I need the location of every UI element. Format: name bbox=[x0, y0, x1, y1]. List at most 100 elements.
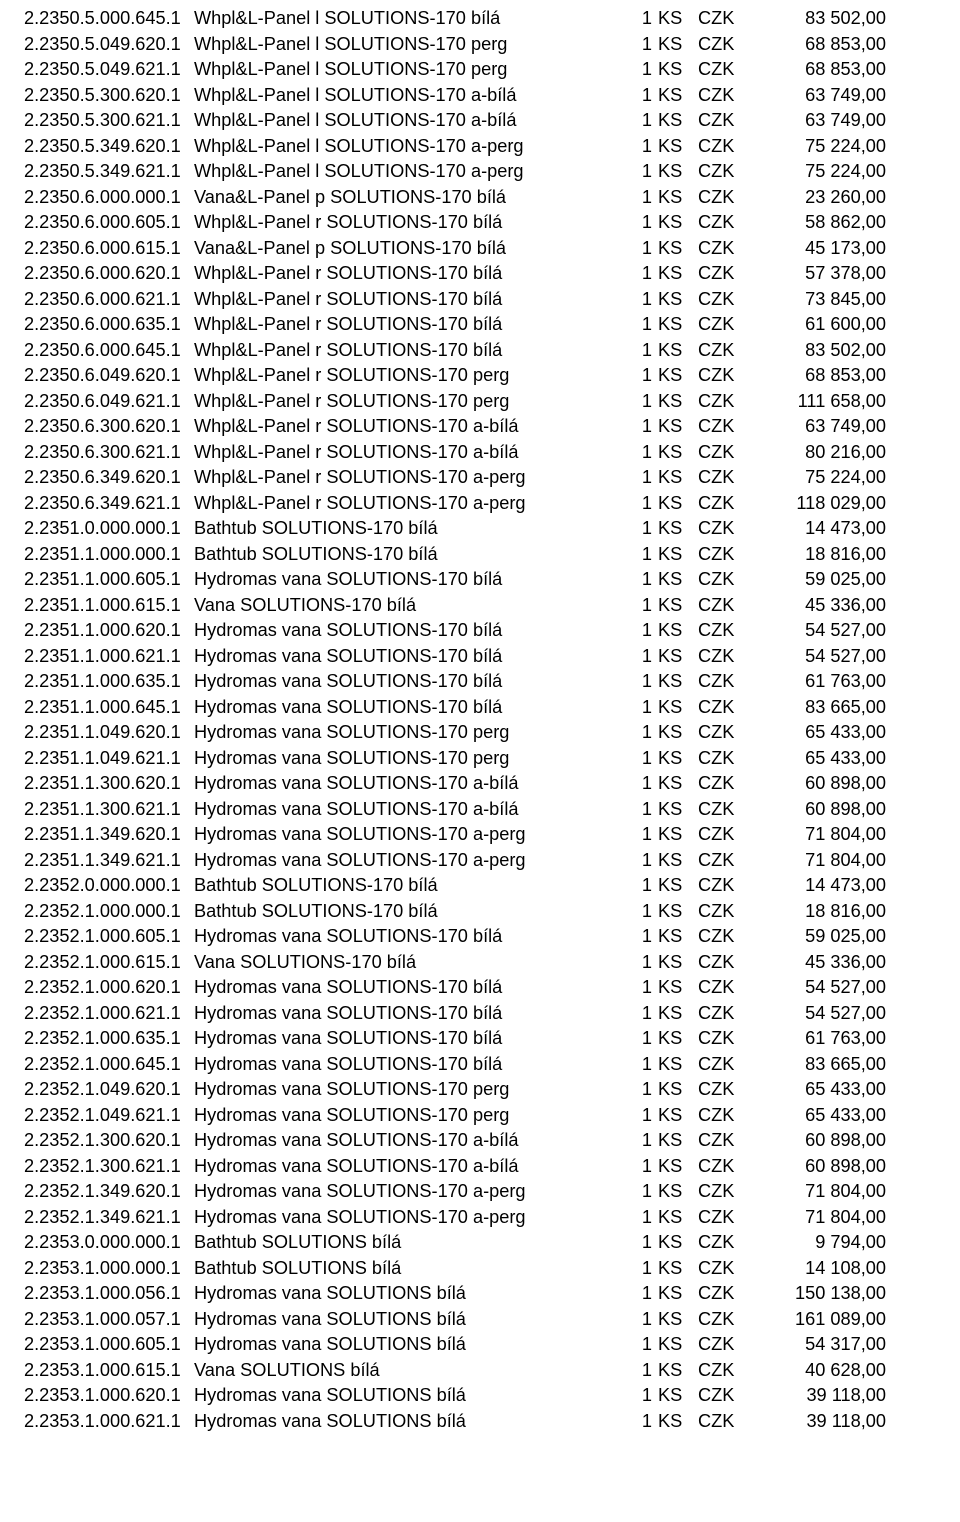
item-currency: CZK bbox=[698, 720, 748, 746]
item-description: Hydromas vana SOLUTIONS-170 a-bílá bbox=[194, 1154, 594, 1180]
item-code: 2.2353.1.000.605.1 bbox=[24, 1332, 194, 1358]
item-unit: KS bbox=[652, 1103, 698, 1129]
item-price: 14 473,00 bbox=[748, 516, 886, 542]
item-description: Whpl&L-Panel r SOLUTIONS-170 bílá bbox=[194, 210, 594, 236]
item-currency: CZK bbox=[698, 287, 748, 313]
item-code: 2.2350.6.000.621.1 bbox=[24, 287, 194, 313]
item-currency: CZK bbox=[698, 1307, 748, 1333]
item-quantity: 1 bbox=[594, 134, 652, 160]
item-price: 75 224,00 bbox=[748, 134, 886, 160]
item-currency: CZK bbox=[698, 1154, 748, 1180]
item-code: 2.2350.5.049.621.1 bbox=[24, 57, 194, 83]
item-quantity: 1 bbox=[594, 210, 652, 236]
item-price: 59 025,00 bbox=[748, 924, 886, 950]
item-unit: KS bbox=[652, 338, 698, 364]
item-price: 45 336,00 bbox=[748, 950, 886, 976]
item-price: 59 025,00 bbox=[748, 567, 886, 593]
item-description: Whpl&L-Panel r SOLUTIONS-170 perg bbox=[194, 363, 594, 389]
item-description: Hydromas vana SOLUTIONS bílá bbox=[194, 1409, 594, 1435]
item-price: 18 816,00 bbox=[748, 542, 886, 568]
item-code: 2.2350.6.349.620.1 bbox=[24, 465, 194, 491]
item-code: 2.2352.0.000.000.1 bbox=[24, 873, 194, 899]
item-price: 60 898,00 bbox=[748, 1128, 886, 1154]
item-unit: KS bbox=[652, 644, 698, 670]
table-row: 2.2351.1.000.620.1Hydromas vana SOLUTION… bbox=[24, 618, 936, 644]
item-unit: KS bbox=[652, 924, 698, 950]
item-unit: KS bbox=[652, 822, 698, 848]
item-quantity: 1 bbox=[594, 414, 652, 440]
item-description: Hydromas vana SOLUTIONS-170 a-perg bbox=[194, 848, 594, 874]
item-currency: CZK bbox=[698, 1358, 748, 1384]
item-currency: CZK bbox=[698, 1103, 748, 1129]
item-currency: CZK bbox=[698, 414, 748, 440]
item-unit: KS bbox=[652, 1256, 698, 1282]
item-description: Hydromas vana SOLUTIONS-170 a-perg bbox=[194, 1179, 594, 1205]
item-unit: KS bbox=[652, 1332, 698, 1358]
table-row: 2.2350.6.000.645.1Whpl&L-Panel r SOLUTIO… bbox=[24, 338, 936, 364]
item-description: Hydromas vana SOLUTIONS-170 perg bbox=[194, 1103, 594, 1129]
item-unit: KS bbox=[652, 159, 698, 185]
item-currency: CZK bbox=[698, 338, 748, 364]
table-row: 2.2350.6.000.635.1Whpl&L-Panel r SOLUTIO… bbox=[24, 312, 936, 338]
item-currency: CZK bbox=[698, 669, 748, 695]
item-code: 2.2353.1.000.057.1 bbox=[24, 1307, 194, 1333]
item-quantity: 1 bbox=[594, 108, 652, 134]
item-quantity: 1 bbox=[594, 1077, 652, 1103]
item-description: Whpl&L-Panel r SOLUTIONS-170 bílá bbox=[194, 261, 594, 287]
item-currency: CZK bbox=[698, 593, 748, 619]
item-code: 2.2350.6.049.621.1 bbox=[24, 389, 194, 415]
item-description: Bathtub SOLUTIONS-170 bílá bbox=[194, 542, 594, 568]
item-unit: KS bbox=[652, 1026, 698, 1052]
item-price: 9 794,00 bbox=[748, 1230, 886, 1256]
item-code: 2.2352.1.349.620.1 bbox=[24, 1179, 194, 1205]
item-code: 2.2350.5.349.621.1 bbox=[24, 159, 194, 185]
item-price: 65 433,00 bbox=[748, 746, 886, 772]
table-row: 2.2350.6.000.000.1Vana&L-Panel p SOLUTIO… bbox=[24, 185, 936, 211]
item-unit: KS bbox=[652, 1205, 698, 1231]
item-description: Whpl&L-Panel r SOLUTIONS-170 a-bílá bbox=[194, 440, 594, 466]
item-unit: KS bbox=[652, 1154, 698, 1180]
item-currency: CZK bbox=[698, 440, 748, 466]
item-quantity: 1 bbox=[594, 669, 652, 695]
item-price: 65 433,00 bbox=[748, 1103, 886, 1129]
item-description: Hydromas vana SOLUTIONS-170 bílá bbox=[194, 1052, 594, 1078]
item-currency: CZK bbox=[698, 975, 748, 1001]
item-description: Hydromas vana SOLUTIONS-170 a-perg bbox=[194, 822, 594, 848]
item-code: 2.2353.0.000.000.1 bbox=[24, 1230, 194, 1256]
item-code: 2.2350.6.000.620.1 bbox=[24, 261, 194, 287]
item-description: Hydromas vana SOLUTIONS-170 bílá bbox=[194, 975, 594, 1001]
item-description: Whpl&L-Panel r SOLUTIONS-170 a-bílá bbox=[194, 414, 594, 440]
item-currency: CZK bbox=[698, 32, 748, 58]
item-unit: KS bbox=[652, 975, 698, 1001]
item-description: Bathtub SOLUTIONS bílá bbox=[194, 1230, 594, 1256]
item-currency: CZK bbox=[698, 567, 748, 593]
item-price: 18 816,00 bbox=[748, 899, 886, 925]
item-unit: KS bbox=[652, 797, 698, 823]
table-row: 2.2353.1.000.615.1Vana SOLUTIONS bílá1KS… bbox=[24, 1358, 936, 1384]
item-price: 61 763,00 bbox=[748, 1026, 886, 1052]
item-description: Vana SOLUTIONS-170 bílá bbox=[194, 950, 594, 976]
table-row: 2.2351.1.049.621.1Hydromas vana SOLUTION… bbox=[24, 746, 936, 772]
table-row: 2.2351.1.000.635.1Hydromas vana SOLUTION… bbox=[24, 669, 936, 695]
item-description: Whpl&L-Panel l SOLUTIONS-170 a-bílá bbox=[194, 108, 594, 134]
item-description: Hydromas vana SOLUTIONS-170 a-bílá bbox=[194, 797, 594, 823]
item-code: 2.2352.1.000.615.1 bbox=[24, 950, 194, 976]
item-code: 2.2352.1.000.000.1 bbox=[24, 899, 194, 925]
table-row: 2.2353.1.000.605.1Hydromas vana SOLUTION… bbox=[24, 1332, 936, 1358]
item-quantity: 1 bbox=[594, 185, 652, 211]
item-quantity: 1 bbox=[594, 1052, 652, 1078]
item-quantity: 1 bbox=[594, 1256, 652, 1282]
item-code: 2.2353.1.000.620.1 bbox=[24, 1383, 194, 1409]
item-unit: KS bbox=[652, 1001, 698, 1027]
item-currency: CZK bbox=[698, 797, 748, 823]
item-code: 2.2351.1.049.620.1 bbox=[24, 720, 194, 746]
item-currency: CZK bbox=[698, 1128, 748, 1154]
item-code: 2.2352.1.049.621.1 bbox=[24, 1103, 194, 1129]
item-quantity: 1 bbox=[594, 338, 652, 364]
item-price: 14 108,00 bbox=[748, 1256, 886, 1282]
item-description: Hydromas vana SOLUTIONS-170 bílá bbox=[194, 1001, 594, 1027]
item-unit: KS bbox=[652, 1358, 698, 1384]
item-price: 63 749,00 bbox=[748, 414, 886, 440]
item-quantity: 1 bbox=[594, 975, 652, 1001]
item-quantity: 1 bbox=[594, 797, 652, 823]
